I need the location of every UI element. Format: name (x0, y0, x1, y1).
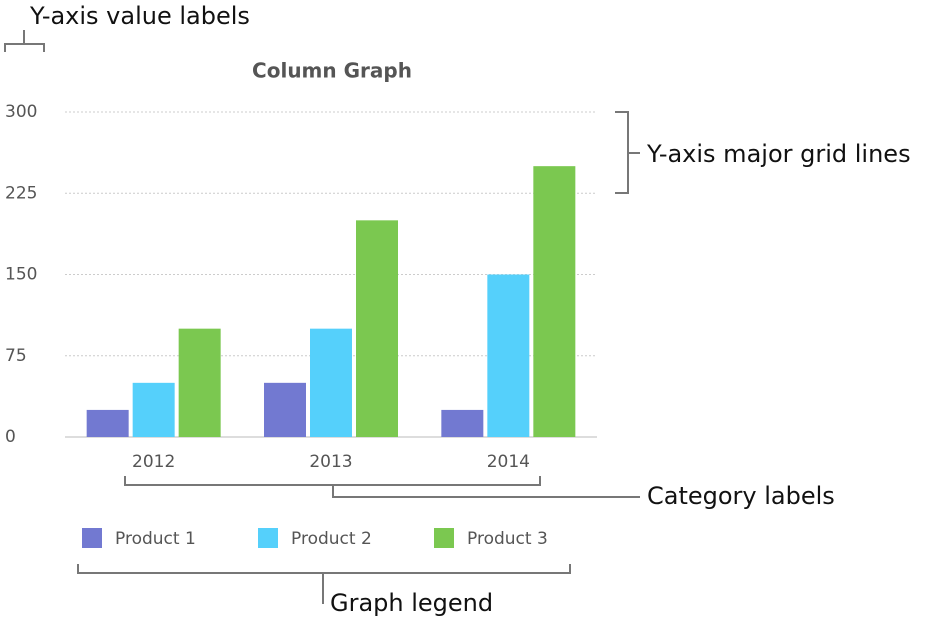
annotation: Y-axis major grid lines (646, 140, 911, 168)
y-tick-label: 225 (5, 183, 37, 203)
bracket (615, 111, 640, 194)
y-tick-label: 75 (5, 346, 27, 366)
x-tick-label: 2014 (487, 452, 530, 472)
y-tick-label: 300 (5, 102, 37, 122)
bar (132, 382, 175, 437)
chart-title: Column Graph (252, 59, 412, 83)
bar (487, 274, 530, 437)
bar (310, 328, 352, 437)
legend-label: Product 2 (291, 529, 372, 549)
bar (86, 409, 129, 437)
legend-label: Product 3 (467, 529, 548, 549)
bracket (4, 30, 45, 52)
bar (264, 382, 306, 437)
y-tick-label: 150 (5, 265, 37, 285)
bar (178, 328, 221, 437)
legend-swatch (434, 528, 454, 548)
y-tick-label: 0 (5, 427, 16, 447)
bar (533, 166, 576, 437)
annotation: Graph legend (330, 589, 493, 617)
bar (356, 220, 398, 437)
legend-label: Product 1 (115, 529, 196, 549)
legend-swatch (82, 528, 102, 548)
x-tick-label: 2012 (132, 452, 175, 472)
legend-swatch (258, 528, 278, 548)
annotation: Category labels (647, 482, 835, 510)
x-tick-label: 2013 (309, 452, 352, 472)
bracket (124, 476, 640, 498)
bracket (77, 564, 571, 604)
annotation: Y-axis value labels (29, 2, 250, 30)
bar (441, 409, 484, 437)
